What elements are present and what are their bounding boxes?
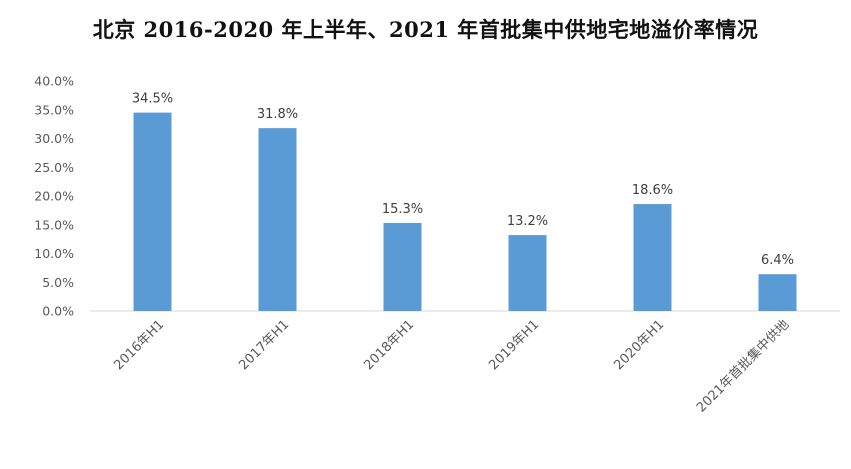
data-label: 15.3% [382, 202, 423, 217]
y-tick-label: 25.0% [34, 160, 74, 175]
x-tick-label: 2017年H1 [236, 317, 292, 373]
data-label: 31.8% [257, 107, 298, 122]
bar [258, 128, 297, 311]
y-tick-label: 35.0% [34, 102, 74, 117]
y-tick-label: 40.0% [34, 74, 74, 89]
data-label: 34.5% [132, 92, 173, 107]
x-tick-label: 2016年H1 [111, 317, 167, 373]
x-tick-label: 2020年H1 [611, 317, 667, 373]
bar [133, 112, 172, 311]
x-tick-label: 2021年首批集中供地 [693, 317, 792, 416]
data-label: 13.2% [507, 214, 548, 229]
y-tick-label: 15.0% [34, 217, 74, 232]
chart-title: 北京 2016-2020 年上半年、2021 年首批集中供地宅地溢价率情况 [92, 17, 759, 42]
y-tick-label: 10.0% [34, 246, 74, 261]
bar [383, 223, 422, 311]
bar [508, 235, 547, 311]
y-tick-label: 5.0% [42, 275, 74, 290]
y-tick-label: 30.0% [34, 131, 74, 146]
bar [633, 204, 672, 311]
data-label: 18.6% [632, 183, 673, 198]
y-tick-label: 0.0% [42, 304, 74, 319]
x-tick-label: 2018年H1 [361, 317, 417, 373]
y-tick-label: 20.0% [34, 189, 74, 204]
x-tick-label: 2019年H1 [486, 317, 542, 373]
bar [758, 274, 797, 311]
data-label: 6.4% [761, 253, 794, 268]
